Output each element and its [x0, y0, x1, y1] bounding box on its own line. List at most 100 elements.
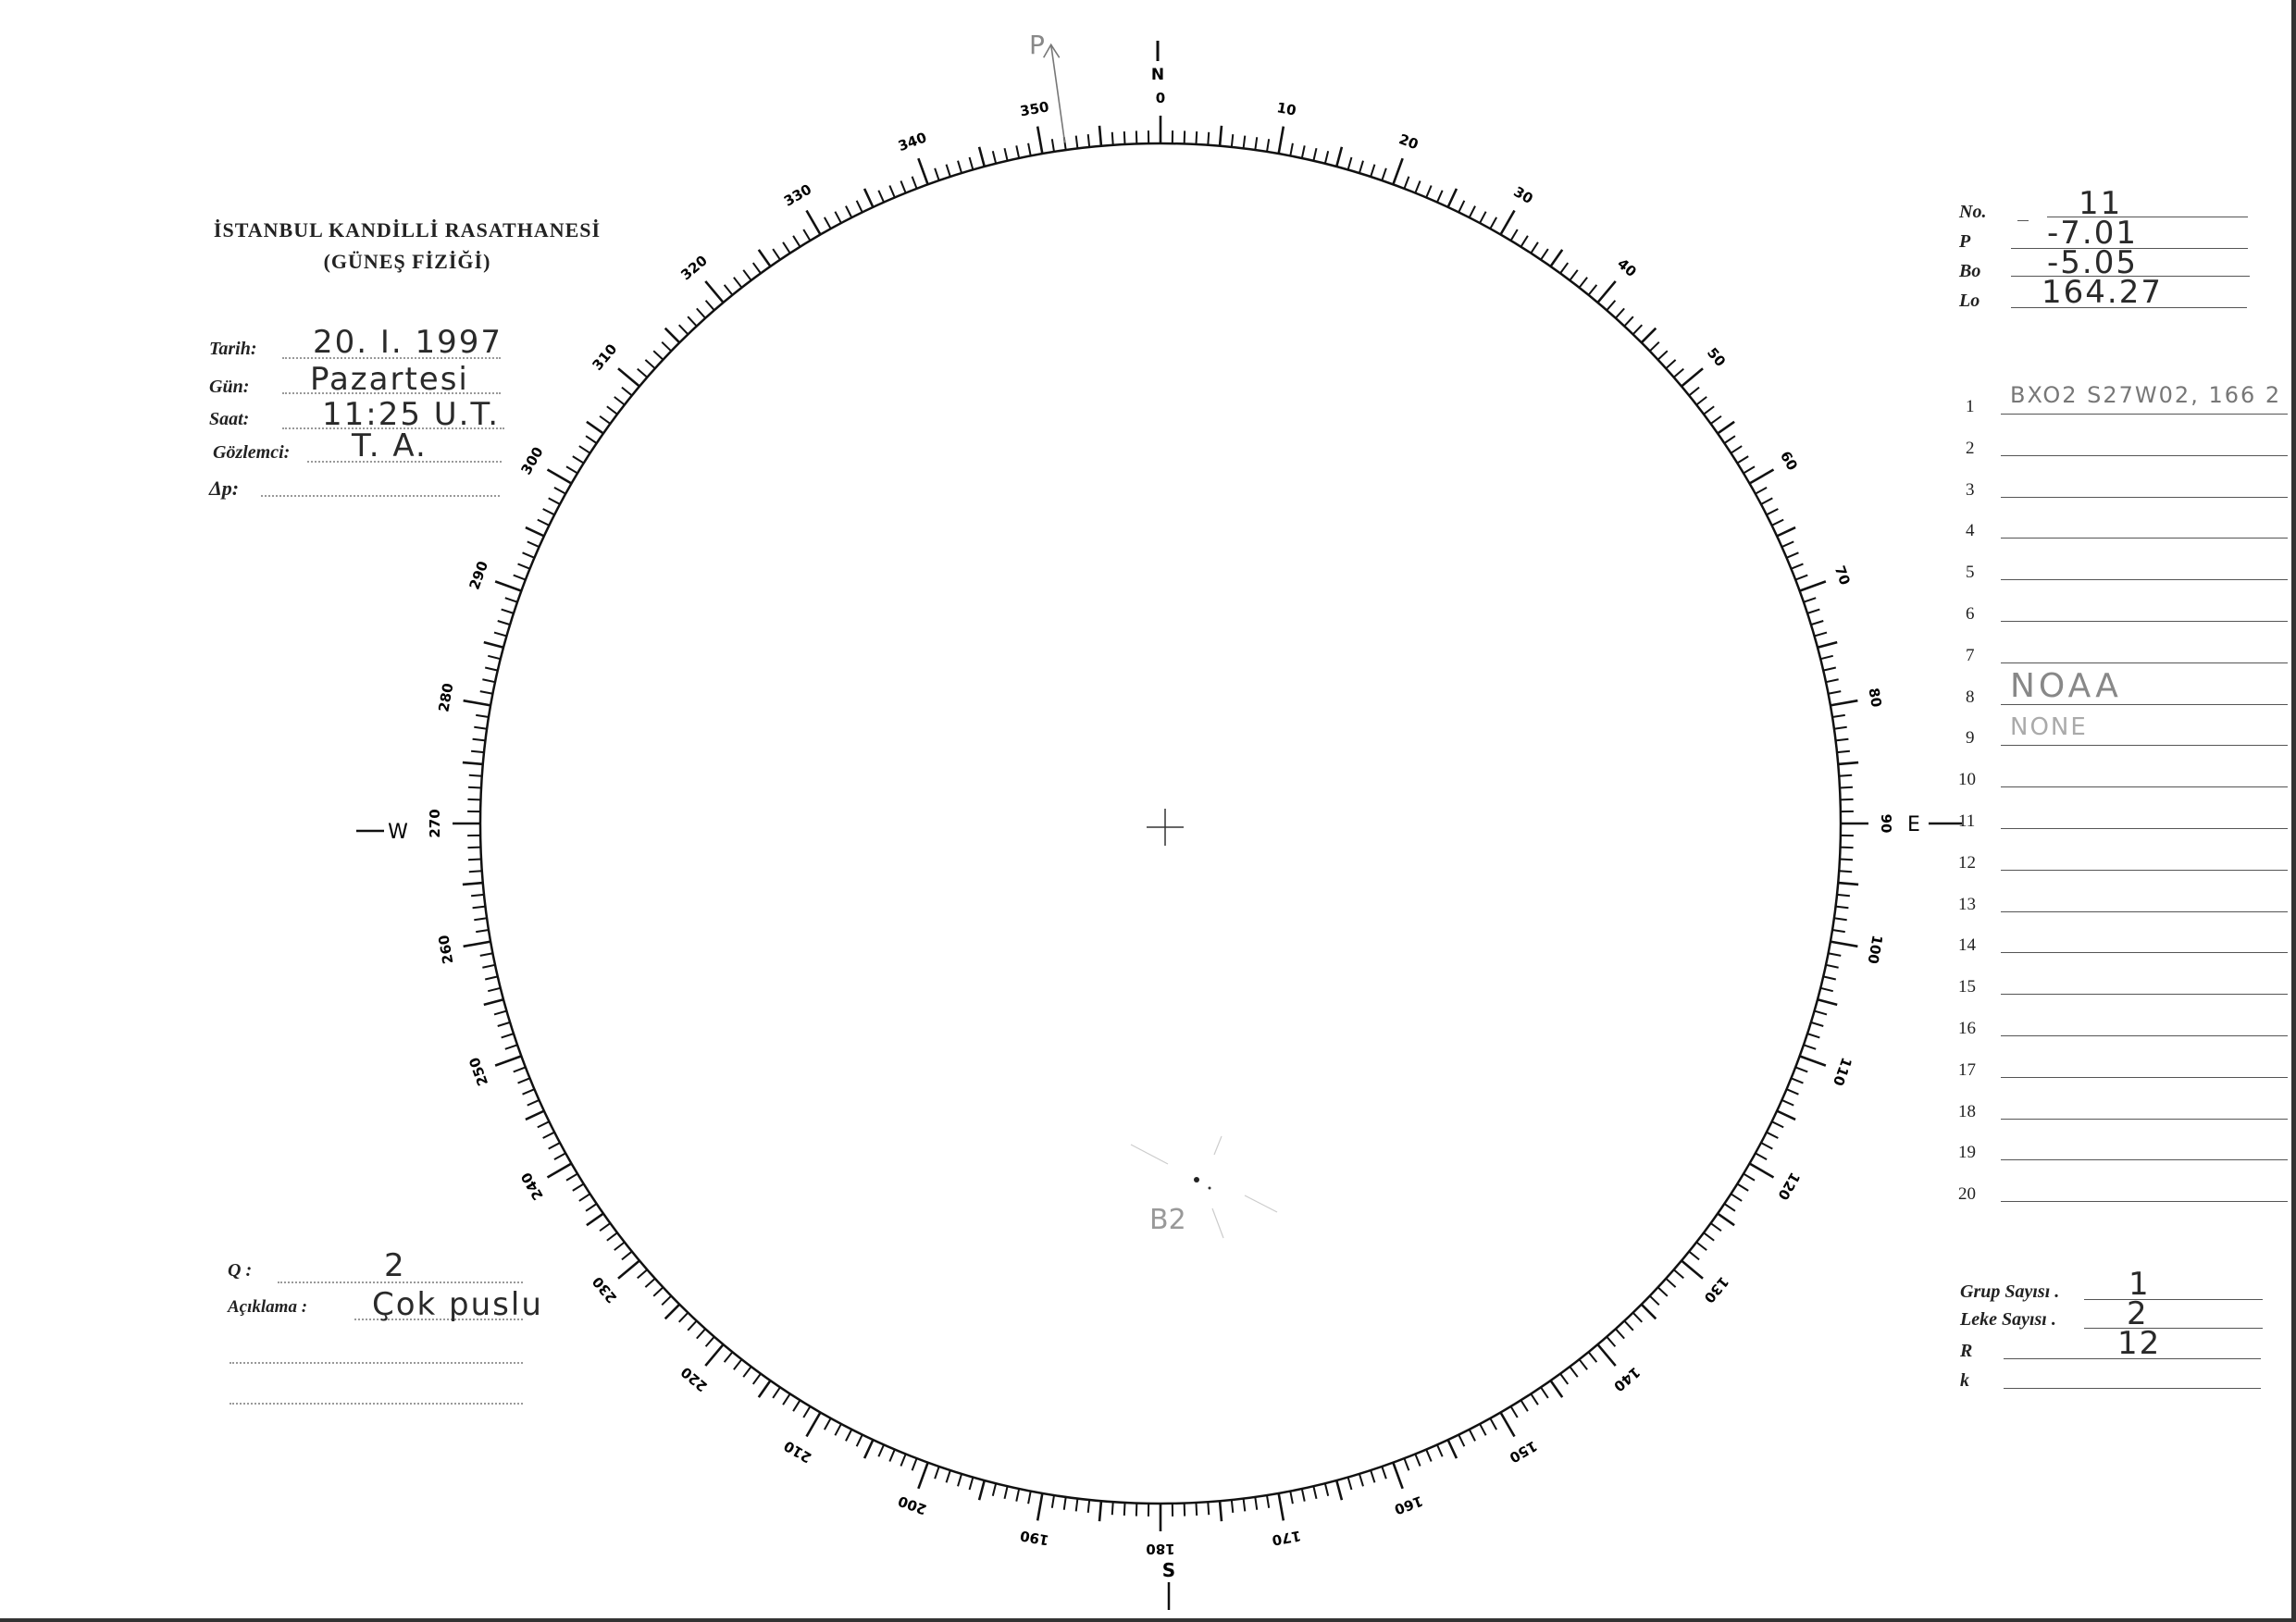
group-row-field[interactable]	[2001, 454, 2288, 456]
bo-field[interactable]: -5.05	[2047, 244, 2138, 281]
degree-tick	[484, 975, 499, 981]
degree-tick	[1381, 1466, 1387, 1480]
r-field[interactable]: 12	[2117, 1325, 2162, 1362]
degree-tick	[606, 405, 618, 415]
degree-tick	[1230, 133, 1235, 148]
degree-label: 40	[1614, 255, 1640, 280]
leke-sayisi-field[interactable]: 2	[2127, 1295, 2149, 1332]
no-field[interactable]: 11	[2079, 185, 2123, 222]
group-row-field[interactable]	[2001, 952, 2288, 954]
degree-tick	[751, 262, 762, 274]
group-row-field[interactable]	[2001, 1118, 2288, 1120]
leke-sayisi-label: Leke Sayısı .	[1960, 1309, 2056, 1330]
p-field[interactable]: -7.01	[2047, 215, 2138, 252]
degree-tick	[599, 1222, 611, 1232]
group-row-field[interactable]	[2001, 621, 2288, 622]
degree-tick	[1776, 526, 1796, 538]
group-row-field[interactable]	[2001, 1159, 2288, 1161]
degree-tick	[1703, 1232, 1715, 1242]
group-row-field[interactable]	[2001, 828, 2288, 829]
group-row-field[interactable]	[2001, 538, 2288, 539]
degree-tick	[1509, 229, 1519, 241]
degree-tick	[1717, 1212, 1735, 1227]
degree-tick	[1050, 1494, 1056, 1508]
degree-label: 270	[427, 809, 443, 837]
degree-tick	[1242, 135, 1247, 149]
group-row-field[interactable]	[2001, 703, 2288, 705]
q-label: Q :	[228, 1260, 253, 1281]
degree-tick	[805, 1411, 822, 1438]
group-row-field[interactable]	[2001, 994, 2288, 996]
degree-tick	[1657, 350, 1669, 361]
degree-label: 190	[1019, 1528, 1050, 1549]
degree-tick	[578, 445, 591, 454]
degree-tick	[1755, 1152, 1768, 1160]
degree-tick	[472, 737, 486, 742]
degree-tick	[468, 774, 482, 777]
degree-tick	[513, 1066, 527, 1073]
group-row-number: 7	[1966, 645, 1975, 665]
group-row-field[interactable]	[2001, 745, 2288, 747]
degree-tick	[497, 620, 511, 626]
degree-tick	[1810, 620, 1824, 626]
degree-tick	[782, 1393, 791, 1405]
lo-field[interactable]: 164.27	[2042, 274, 2163, 311]
gozlemci-field[interactable]: T. A.	[352, 427, 428, 464]
degree-tick	[1781, 1099, 1794, 1107]
degree-tick	[968, 1477, 974, 1491]
degree-tick	[742, 269, 752, 281]
west-label: W	[388, 821, 408, 844]
degree-tick	[1458, 200, 1466, 213]
group-row-field[interactable]	[2001, 579, 2288, 581]
aciklama-field[interactable]: Çok puslu	[372, 1286, 543, 1323]
group-row-field[interactable]	[2001, 1201, 2288, 1203]
degree-tick	[977, 146, 987, 167]
degree-tick	[1468, 205, 1476, 218]
degree-tick	[504, 1044, 518, 1050]
degree-tick	[1003, 1485, 1009, 1500]
q-field[interactable]: 2	[384, 1247, 406, 1284]
spot-group-label: B2	[1149, 1204, 1186, 1236]
delta-p-field[interactable]	[261, 495, 500, 497]
degree-tick	[1098, 1501, 1103, 1522]
degree-tick	[1640, 1303, 1657, 1320]
degree-tick	[1300, 1488, 1306, 1502]
degree-tick	[1468, 1429, 1476, 1442]
group-row-field[interactable]	[2001, 496, 2288, 498]
degree-tick	[493, 1009, 507, 1016]
group-row-field[interactable]	[2001, 869, 2288, 871]
grup-sayisi-field[interactable]: 1	[2128, 1266, 2151, 1303]
group-row-number: 2	[1966, 438, 1975, 458]
degree-tick	[621, 386, 633, 397]
tarih-field[interactable]: 20. I. 1997	[313, 324, 503, 361]
group-row-field[interactable]	[2001, 1076, 2288, 1078]
degree-tick	[1825, 963, 1839, 969]
degree-tick	[1836, 893, 1851, 898]
degree-tick	[1681, 1259, 1704, 1280]
degree-tick	[476, 928, 490, 934]
degree-tick	[757, 1380, 772, 1398]
aciklama-extra-line[interactable]	[230, 1403, 523, 1405]
degree-tick	[957, 160, 963, 174]
degree-tick	[1549, 1380, 1564, 1398]
degree-tick	[1736, 455, 1749, 464]
group-row-field[interactable]	[2001, 786, 2288, 788]
group-row-field[interactable]	[2001, 910, 2288, 912]
degree-tick	[991, 151, 998, 165]
gun-field[interactable]: Pazartesi	[310, 361, 469, 398]
group-row-field[interactable]	[2001, 662, 2288, 663]
k-field[interactable]	[2004, 1388, 2261, 1389]
degree-tick	[1425, 1449, 1433, 1462]
group-row-number: 16	[1958, 1019, 1976, 1038]
scan-edge-right	[2291, 0, 2296, 1622]
degree-tick	[644, 359, 656, 369]
degree-tick	[1086, 1499, 1091, 1514]
group-row-field[interactable]	[2001, 414, 2288, 415]
degree-tick	[1806, 1033, 1820, 1039]
degree-tick	[1606, 1336, 1617, 1347]
aciklama-extra-line[interactable]	[230, 1362, 523, 1364]
degree-tick	[1665, 1278, 1677, 1288]
group-row-field[interactable]	[2001, 1035, 2288, 1036]
saat-field[interactable]: 11:25 U.T.	[322, 396, 501, 433]
degree-tick	[1710, 1222, 1722, 1232]
